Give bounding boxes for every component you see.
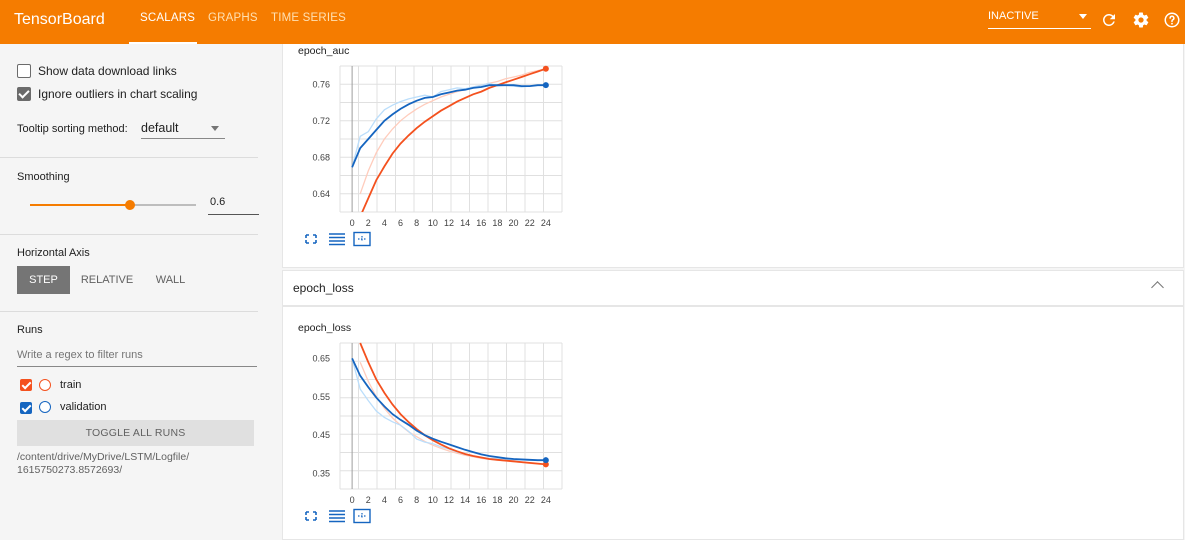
x-tick-label: 16 bbox=[476, 495, 486, 505]
axis-step-button[interactable]: STEP bbox=[17, 266, 70, 294]
divider bbox=[0, 157, 258, 158]
series-line-validation bbox=[351, 358, 546, 462]
y-tick-label: 0.65 bbox=[312, 353, 330, 363]
x-tick-label: 4 bbox=[382, 495, 387, 505]
x-tick-label: 6 bbox=[398, 218, 403, 228]
fullscreen-icon[interactable] bbox=[302, 231, 320, 247]
smoothing-label: Smoothing bbox=[17, 171, 70, 183]
x-tick-label: 8 bbox=[414, 495, 419, 505]
x-tick-label: 12 bbox=[444, 495, 454, 505]
x-tick-label: 18 bbox=[492, 495, 502, 505]
gear-icon[interactable] bbox=[1132, 11, 1150, 29]
run-validation-color-icon[interactable] bbox=[39, 401, 51, 413]
refresh-icon[interactable] bbox=[1100, 11, 1118, 29]
tooltip-sorting-label: Tooltip sorting method: bbox=[17, 123, 128, 135]
smoothing-input[interactable]: 0.6 bbox=[208, 196, 259, 215]
chart-title: epoch_auc bbox=[298, 45, 350, 57]
run-validation-label: validation bbox=[60, 401, 107, 413]
fit-domain-icon[interactable] bbox=[353, 508, 371, 524]
toggle-all-runs-button[interactable]: TOGGLE ALL RUNS bbox=[17, 420, 254, 446]
group-header-epoch-loss[interactable]: epoch_loss bbox=[282, 270, 1184, 306]
x-tick-label: 14 bbox=[460, 495, 470, 505]
x-tick-label: 12 bbox=[444, 218, 454, 228]
runs-label: Runs bbox=[17, 324, 43, 336]
tooltip-sorting-value: default bbox=[141, 121, 179, 135]
top-app-bar: TensorBoard SCALARS GRAPHS TIME SERIES I… bbox=[0, 0, 1185, 44]
help-icon[interactable] bbox=[1163, 11, 1181, 29]
run-validation-checkbox[interactable] bbox=[20, 402, 32, 414]
x-tick-label: 10 bbox=[428, 495, 438, 505]
series-endpoint-train bbox=[542, 461, 549, 468]
divider bbox=[0, 234, 258, 235]
ignore-outliers-label: Ignore outliers in chart scaling bbox=[38, 87, 198, 101]
toggle-log-scale-icon[interactable] bbox=[328, 508, 346, 524]
x-tick-label: 24 bbox=[541, 218, 551, 228]
app-title: TensorBoard bbox=[14, 11, 105, 28]
y-tick-label: 0.45 bbox=[312, 430, 330, 440]
run-train-checkbox[interactable] bbox=[20, 379, 32, 391]
dropdown-caret-icon bbox=[1079, 14, 1087, 19]
fit-domain-icon[interactable] bbox=[353, 231, 371, 247]
y-tick-label: 0.72 bbox=[312, 116, 330, 126]
x-tick-label: 2 bbox=[366, 495, 371, 505]
x-tick-label: 22 bbox=[525, 495, 535, 505]
run-train-color-icon[interactable] bbox=[39, 379, 51, 391]
x-tick-label: 16 bbox=[476, 218, 486, 228]
x-tick-label: 10 bbox=[428, 218, 438, 228]
log-directory-path: /content/drive/MyDrive/LSTM/Logfile/ 161… bbox=[17, 451, 190, 476]
fullscreen-icon[interactable] bbox=[302, 508, 320, 524]
y-tick-label: 0.55 bbox=[312, 392, 330, 402]
x-tick-label: 22 bbox=[525, 218, 535, 228]
chevron-up-icon[interactable] bbox=[1151, 281, 1164, 294]
series-raw-line-train bbox=[359, 68, 547, 195]
series-endpoint-validation bbox=[542, 457, 549, 464]
y-tick-label: 0.76 bbox=[312, 79, 330, 89]
tab-time-series[interactable]: TIME SERIES bbox=[271, 12, 347, 24]
x-tick-label: 4 bbox=[382, 218, 387, 228]
y-tick-label: 0.68 bbox=[312, 152, 330, 162]
series-endpoint-validation bbox=[542, 82, 549, 89]
x-tick-label: 2 bbox=[366, 218, 371, 228]
toggle-log-scale-icon[interactable] bbox=[328, 231, 346, 247]
x-tick-label: 24 bbox=[541, 495, 551, 505]
series-line-train bbox=[359, 342, 546, 466]
sidebar: Show data download links Ignore outliers… bbox=[0, 44, 270, 538]
horizontal-axis-label: Horizontal Axis bbox=[17, 247, 90, 259]
y-tick-label: 0.64 bbox=[312, 189, 330, 199]
tab-graphs[interactable]: GRAPHS bbox=[208, 12, 258, 24]
chart-epoch-auc[interactable]: 0 2 4 6 8 10 12 14 16 18 20 22 240.640.680.720.76 bbox=[300, 60, 570, 232]
smoothing-slider-fill bbox=[30, 204, 130, 206]
chart-epoch-loss[interactable]: 0 2 4 6 8 10 12 14 16 18 20 22 240.350.450.550.65 bbox=[300, 337, 570, 509]
x-tick-label: 0 bbox=[350, 218, 355, 228]
run-train-label: train bbox=[60, 379, 82, 391]
chart-title: epoch_loss bbox=[298, 322, 352, 334]
x-tick-label: 14 bbox=[460, 218, 470, 228]
show-download-links-checkbox[interactable] bbox=[17, 64, 31, 78]
x-tick-label: 0 bbox=[350, 495, 355, 505]
smoothing-slider[interactable] bbox=[30, 200, 196, 210]
series-endpoint-train bbox=[542, 65, 549, 72]
smoothing-slider-thumb[interactable] bbox=[124, 200, 135, 210]
status-select[interactable]: INACTIVE bbox=[988, 10, 1091, 29]
axis-relative-button[interactable]: RELATIVE bbox=[80, 274, 134, 286]
tab-scalars[interactable]: SCALARS bbox=[140, 12, 196, 24]
x-tick-label: 20 bbox=[509, 495, 519, 505]
divider bbox=[0, 311, 258, 312]
x-tick-label: 8 bbox=[414, 218, 419, 228]
axis-wall-button[interactable]: WALL bbox=[155, 274, 186, 286]
ignore-outliers-checkbox[interactable] bbox=[17, 87, 31, 101]
status-select-value: INACTIVE bbox=[988, 10, 1039, 22]
tooltip-sorting-select[interactable]: default bbox=[141, 120, 225, 139]
show-download-links-label: Show data download links bbox=[38, 64, 177, 78]
series-line-train bbox=[361, 67, 547, 212]
group-title: epoch_loss bbox=[293, 281, 354, 295]
x-tick-label: 20 bbox=[509, 218, 519, 228]
x-tick-label: 18 bbox=[492, 218, 502, 228]
x-tick-label: 6 bbox=[398, 495, 403, 505]
y-tick-label: 0.35 bbox=[312, 469, 330, 479]
run-filter-input[interactable]: Write a regex to filter runs bbox=[17, 349, 257, 367]
dropdown-caret-icon bbox=[211, 126, 219, 131]
active-tab-indicator bbox=[129, 42, 197, 44]
series-line-validation bbox=[351, 84, 546, 168]
